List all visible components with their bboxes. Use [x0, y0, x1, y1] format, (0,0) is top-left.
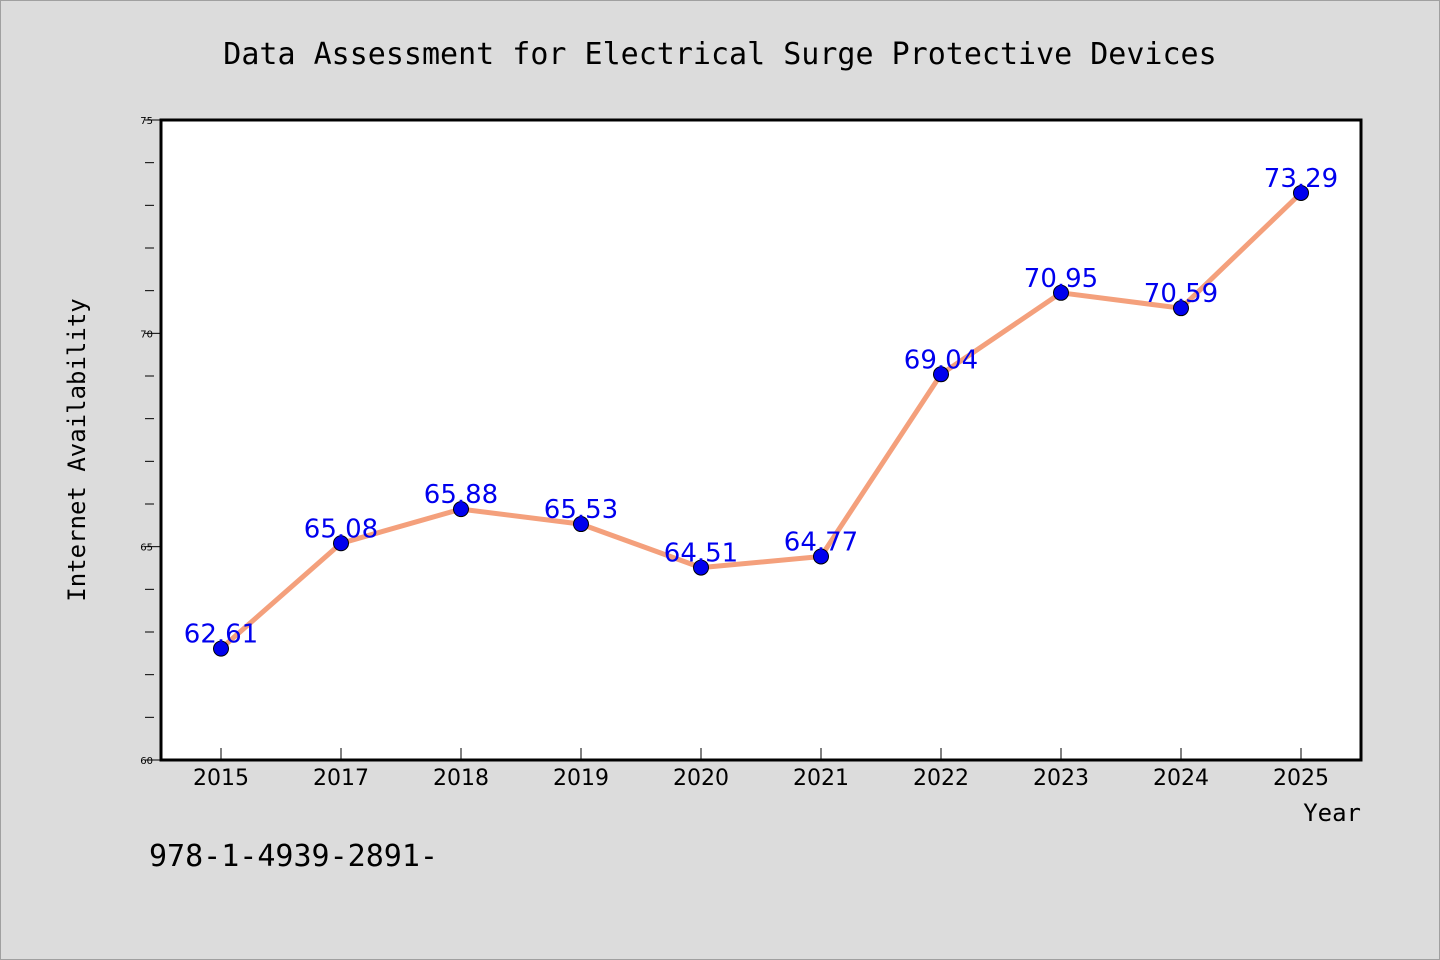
data-point [693, 559, 709, 576]
series-line [218, 190, 1304, 652]
x-tick-label: 2019 [553, 766, 609, 791]
x-tick-label: 2020 [673, 766, 729, 791]
y-axis-label: Internet Availability [63, 298, 91, 601]
data-label: 64.77 [784, 527, 858, 557]
data-points [213, 184, 1309, 657]
data-point [1293, 184, 1309, 201]
y-tick-label: 65 [140, 543, 153, 554]
chart-title: Data Assessment for Electrical Surge Pro… [223, 37, 1216, 72]
data-label: 64.51 [664, 539, 738, 569]
data-label: 65.53 [544, 495, 618, 525]
x-tick-label: 2018 [433, 766, 489, 791]
x-axis-label: Year [1303, 799, 1361, 827]
data-point [213, 640, 229, 657]
data-point [573, 516, 589, 533]
data-label: 70.95 [1024, 264, 1098, 294]
plot-area [159, 118, 1363, 762]
data-point [1173, 300, 1189, 317]
y-tick-label: 60 [140, 756, 153, 767]
data-point [333, 535, 349, 552]
y-tick-label: 75 [140, 116, 153, 127]
data-label: 65.08 [304, 514, 378, 544]
x-tick-label: 2023 [1033, 766, 1089, 791]
data-labels: 62.61 65.08 65.88 65.53 64.51 64.77 69.04 70.95… [184, 164, 1338, 650]
data-label: 69.04 [904, 345, 978, 375]
data-point [813, 548, 829, 565]
data-label: 73.29 [1264, 164, 1338, 194]
x-tick-label: 2015 [193, 766, 249, 791]
data-point [1053, 284, 1069, 301]
x-tick-label: 2025 [1273, 766, 1329, 791]
x-tick-label: 2017 [313, 766, 369, 791]
x-tick-labels: 2015 2017 2018 2019 2020 2021 2022 2023 2024 2025 [193, 766, 1329, 791]
y-minor-ticks [145, 162, 154, 718]
y-major-ticks [145, 119, 161, 761]
x-tick-label: 2024 [1153, 766, 1209, 791]
y-tick-labels: 60 65 70 75 [140, 116, 153, 767]
data-label: 70.59 [1144, 279, 1218, 309]
y-tick-label: 70 [140, 329, 153, 340]
data-label: 62.61 [184, 620, 258, 650]
x-tick-label: 2021 [793, 766, 849, 791]
x-tick-label: 2022 [913, 766, 969, 791]
data-point [933, 366, 949, 383]
footer-code: 978-1-4939-2891- [149, 839, 438, 874]
data-point [453, 501, 469, 518]
x-ticks [220, 748, 1302, 760]
data-label: 65.88 [424, 480, 498, 510]
